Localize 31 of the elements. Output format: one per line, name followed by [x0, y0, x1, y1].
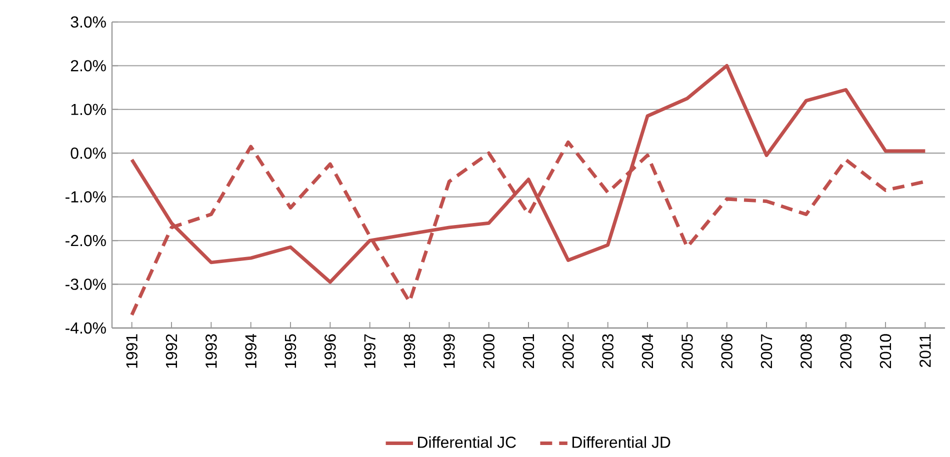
x-tick-label: 1993 [206, 334, 217, 368]
x-tick-label: 1995 [284, 334, 296, 368]
x-tick-label: 2010 [880, 334, 892, 368]
x-tick-label: 2005 [682, 334, 693, 368]
x-tick-label: 1996 [324, 334, 336, 368]
legend-label: Differential JD [572, 436, 670, 448]
y-tick-label: -1.0% [66, 191, 106, 202]
x-tick-label: 1994 [245, 334, 256, 368]
x-tick-label: 2000 [483, 334, 494, 368]
x-tick-label: 2011 [920, 334, 931, 367]
y-tick-label: -2.0% [66, 234, 106, 246]
x-tick-label: 2007 [760, 334, 772, 368]
y-tick-label: 1.0% [71, 104, 106, 116]
y-tick-label: 0.0% [70, 148, 106, 159]
x-tick-label: 2002 [562, 334, 574, 368]
x-tick-label: 2004 [642, 334, 654, 368]
x-tick-label: 2001 [522, 334, 534, 368]
legend-label: Differential JC [418, 436, 516, 448]
x-tick-label: 1997 [364, 334, 376, 368]
x-tick-label: 2006 [721, 334, 732, 368]
y-tick-label: -3.0% [66, 278, 106, 290]
x-tick-label: 2008 [800, 334, 812, 368]
y-tick-label: -4.0% [66, 322, 106, 334]
y-tick-label: 3.0% [70, 16, 106, 28]
x-tick-label: 1992 [166, 334, 178, 368]
x-tick-label: 1999 [444, 334, 455, 368]
x-tick-label: 2009 [840, 334, 852, 368]
x-tick-label: 1991 [126, 334, 138, 368]
y-tick-label: 2.0% [70, 60, 106, 72]
x-tick-label: 2003 [602, 334, 614, 368]
x-tick-label: 1998 [404, 334, 416, 368]
